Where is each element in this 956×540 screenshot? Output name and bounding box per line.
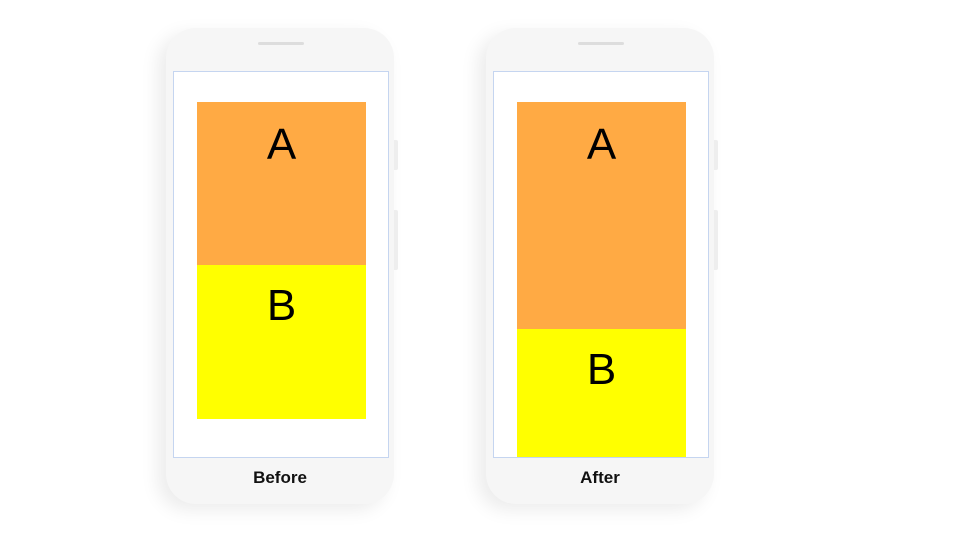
box-b: B bbox=[517, 329, 686, 457]
phone-after: A B After bbox=[486, 28, 718, 504]
speaker bbox=[258, 42, 304, 45]
box-b-label: B bbox=[586, 345, 617, 394]
side-button bbox=[714, 210, 718, 270]
side-button bbox=[394, 140, 398, 170]
phone-before: A B Before bbox=[166, 28, 398, 504]
box-a: A bbox=[517, 102, 686, 329]
side-button bbox=[714, 140, 718, 170]
speaker bbox=[578, 42, 624, 45]
box-a: A bbox=[197, 102, 366, 265]
box-a-label: A bbox=[586, 120, 617, 169]
phone-caption: After bbox=[580, 468, 620, 487]
phone-screen: A B bbox=[173, 71, 389, 458]
phone-screen: A B bbox=[493, 71, 709, 458]
phone-caption: Before bbox=[253, 468, 307, 487]
box-a-label: A bbox=[266, 120, 297, 169]
box-b: B bbox=[197, 265, 366, 419]
box-b-label: B bbox=[266, 281, 297, 330]
side-button bbox=[394, 210, 398, 270]
